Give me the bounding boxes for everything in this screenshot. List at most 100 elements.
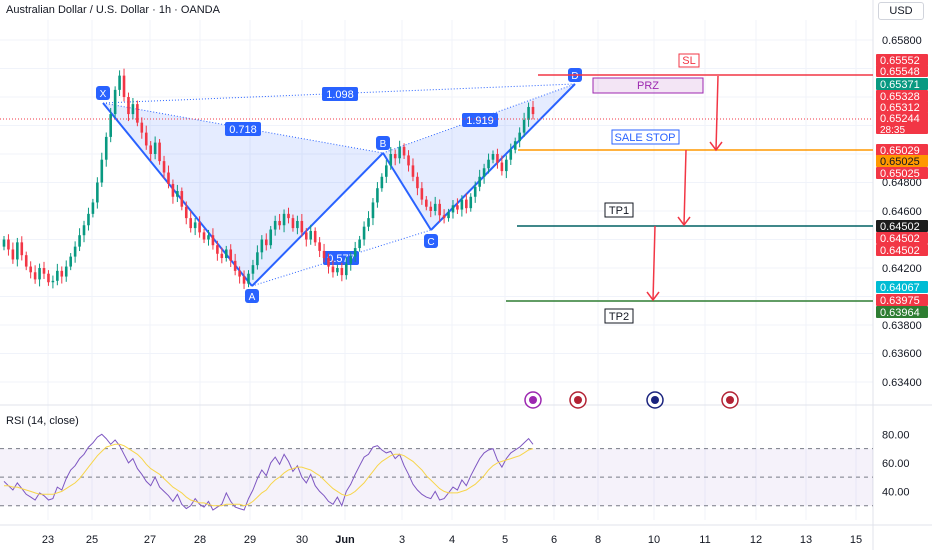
candle-body bbox=[531, 106, 535, 115]
candle-body bbox=[522, 119, 526, 133]
price-tick: 0.64600 bbox=[882, 206, 922, 218]
candle-body bbox=[96, 182, 99, 203]
candle-body bbox=[402, 146, 406, 156]
price-label: 0.64502 bbox=[880, 233, 920, 245]
currency-button[interactable]: USD bbox=[878, 2, 924, 20]
candle-body bbox=[149, 145, 152, 154]
candle-body bbox=[469, 196, 473, 209]
time-tick: 4 bbox=[449, 534, 455, 546]
candle-body bbox=[318, 242, 321, 251]
candle-body bbox=[16, 242, 19, 260]
candle-body bbox=[64, 266, 68, 277]
candle-body bbox=[385, 165, 388, 177]
ratio-label: 1.098 bbox=[326, 89, 354, 101]
candle-body bbox=[176, 191, 179, 197]
price-label-box bbox=[876, 167, 928, 179]
economic-event-flag-icon bbox=[574, 396, 582, 404]
prz-box bbox=[592, 77, 704, 94]
pattern-leg bbox=[251, 152, 384, 287]
candle-body bbox=[100, 159, 104, 183]
price-label-timer: 28:35 bbox=[880, 125, 905, 136]
pattern-point-badge bbox=[376, 136, 390, 150]
ratio-badge bbox=[322, 87, 358, 101]
candle-body bbox=[282, 213, 286, 226]
arrow-head bbox=[646, 291, 660, 302]
price-label: 0.65312 bbox=[880, 102, 920, 114]
ratio-badge bbox=[462, 113, 498, 127]
candle-body bbox=[367, 218, 370, 227]
candle-body bbox=[247, 273, 250, 284]
candle-body bbox=[171, 183, 175, 197]
price-label-box bbox=[876, 281, 928, 293]
candle-body bbox=[229, 249, 233, 261]
candle-body bbox=[478, 176, 481, 187]
candle-body bbox=[264, 239, 268, 246]
candle-body bbox=[82, 225, 86, 236]
time-tick: 28 bbox=[194, 534, 206, 546]
candle-body bbox=[304, 232, 308, 240]
candle-body bbox=[518, 132, 521, 142]
tp1-badge bbox=[604, 202, 634, 218]
time-tick: 25 bbox=[86, 534, 98, 546]
candle-body bbox=[482, 168, 486, 177]
pattern-leg bbox=[430, 83, 576, 231]
candle-body bbox=[2, 239, 6, 247]
symbol-title[interactable]: Australian Dollar / U.S. Dollar · 1h · O… bbox=[6, 4, 220, 16]
price-tick: 0.63400 bbox=[882, 377, 922, 389]
price-label-box bbox=[876, 90, 928, 102]
time-tick: 10 bbox=[648, 534, 660, 546]
candle-body bbox=[442, 215, 446, 219]
tp2-label: TP2 bbox=[609, 311, 629, 323]
economic-event-flag-icon bbox=[726, 396, 734, 404]
price-label: 0.65029 bbox=[880, 145, 920, 157]
candle-body bbox=[109, 114, 112, 137]
candle-body bbox=[393, 154, 397, 159]
tp1-label: TP1 bbox=[609, 205, 629, 217]
candle-body bbox=[371, 202, 375, 219]
price-label-box bbox=[876, 155, 928, 167]
price-label-box bbox=[876, 294, 928, 306]
candle-body bbox=[38, 268, 41, 280]
candle-body bbox=[491, 154, 495, 160]
candle-body bbox=[269, 229, 273, 246]
candle-body bbox=[153, 142, 157, 154]
candle-body bbox=[233, 260, 237, 271]
pattern-point-badge bbox=[96, 86, 110, 100]
candle-body bbox=[162, 161, 166, 173]
price-label-box bbox=[876, 232, 928, 244]
time-tick: 11 bbox=[699, 534, 710, 546]
candle-body bbox=[389, 154, 393, 166]
candle-body bbox=[336, 268, 339, 273]
candle-body bbox=[24, 255, 28, 267]
arrow-shaft bbox=[715, 75, 719, 151]
candle-body bbox=[140, 122, 144, 133]
time-tick: 29 bbox=[244, 534, 256, 546]
sale-stop-badge bbox=[611, 129, 680, 145]
ratio-label: 0.577 bbox=[327, 253, 355, 265]
candle-body bbox=[136, 104, 139, 123]
time-tick: 13 bbox=[800, 534, 812, 546]
candle-body bbox=[376, 188, 379, 203]
candle-body bbox=[438, 203, 441, 216]
ratio-badge bbox=[225, 122, 261, 136]
candle-body bbox=[104, 136, 108, 160]
rsi-pane: 80.00 60.00 40.00 bbox=[0, 429, 910, 511]
candle-body bbox=[11, 249, 15, 260]
arrow-head bbox=[709, 141, 723, 152]
candle-body bbox=[429, 206, 433, 211]
candle-body bbox=[20, 242, 24, 256]
rsi-title: RSI (14, close) bbox=[6, 415, 79, 427]
candle-body bbox=[273, 220, 277, 230]
candle-body bbox=[398, 146, 401, 159]
candle-body bbox=[353, 248, 357, 257]
candle-body bbox=[56, 270, 59, 281]
candle-body bbox=[256, 252, 259, 266]
candle-body bbox=[131, 104, 135, 115]
price-tick: 0.63600 bbox=[882, 348, 922, 360]
candle-body bbox=[238, 270, 241, 277]
candle-body bbox=[224, 249, 228, 259]
candle-body bbox=[242, 276, 246, 284]
